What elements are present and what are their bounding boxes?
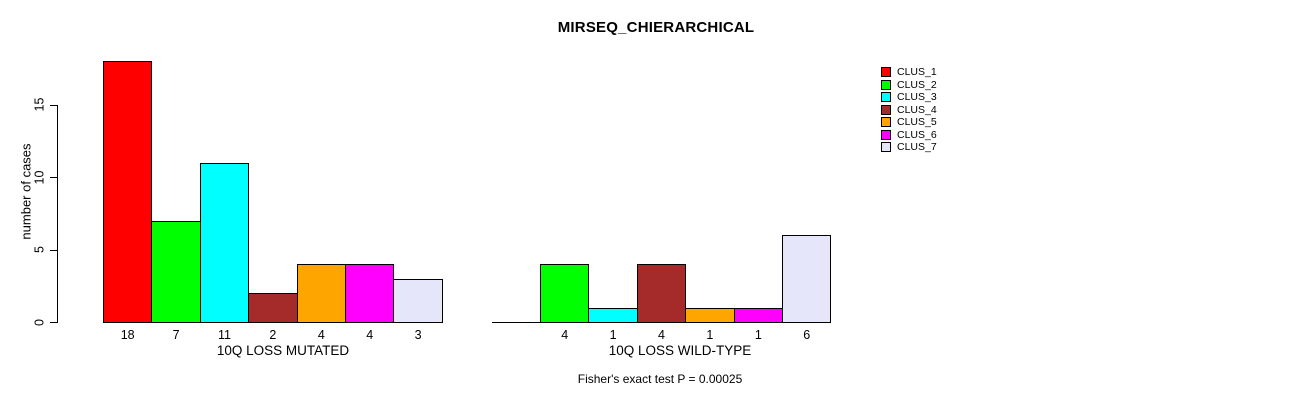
bar-value-label: 4 xyxy=(317,327,325,342)
y-axis-tick xyxy=(50,104,57,106)
legend: CLUS_1 CLUS_2 CLUS_3 CLUS_4 CLUS_5 CLUS_6 CLUS… xyxy=(881,66,937,154)
legend-item: CLUS_6 xyxy=(881,129,937,142)
legend-color-swatch-icon xyxy=(881,104,891,115)
bar-clus-4-group-1 xyxy=(248,293,298,323)
bar-value-label: 7 xyxy=(172,327,180,342)
y-axis-tick xyxy=(50,249,57,251)
legend-color-swatch-icon xyxy=(881,117,891,128)
x-axis-group-label-wild-type: 10Q LOSS WILD-TYPE xyxy=(608,343,752,358)
bar-value-label: 1 xyxy=(754,327,762,342)
bar-value-label: 2 xyxy=(269,327,277,342)
y-axis-tick xyxy=(50,177,57,178)
bar-value-label: 1 xyxy=(609,327,617,342)
y-axis-tick xyxy=(50,322,57,323)
bar-value-label: 4 xyxy=(366,327,374,342)
bar-clus-6-group-1 xyxy=(345,264,395,323)
legend-item: CLUS_7 xyxy=(881,141,937,154)
bar-clus-5-group-1 xyxy=(296,264,346,323)
legend-item-label: CLUS_2 xyxy=(897,78,937,91)
bar-clus-7-group-1 xyxy=(393,278,443,323)
bar-clus-2-group-2 xyxy=(540,264,590,323)
legend-item-label: CLUS_1 xyxy=(897,66,937,78)
y-axis-tick-label: 5 xyxy=(32,246,47,253)
bar-clus-3-group-2 xyxy=(588,307,638,323)
y-axis-tick-label: 15 xyxy=(32,97,47,112)
fisher-test-annotation: Fisher's exact test P = 0.00025 xyxy=(577,372,743,386)
bar-clus-6-group-2 xyxy=(733,307,783,323)
legend-item-label: CLUS_5 xyxy=(897,116,937,128)
bar-value-label: 3 xyxy=(414,327,422,342)
bar-clus-7-group-2 xyxy=(782,235,832,323)
legend-color-swatch-icon xyxy=(881,142,891,153)
bar-value-label: 6 xyxy=(803,327,811,342)
bar-value-label: 11 xyxy=(218,327,231,342)
bar-clus-1-group-1 xyxy=(103,61,153,323)
bar-value-label: 4 xyxy=(561,327,569,342)
legend-item: CLUS_1 xyxy=(881,66,937,79)
bar-value-label: 18 xyxy=(120,327,135,342)
bar-clus-3-group-1 xyxy=(199,162,250,323)
chart-title: MIRSEQ_CHIERARCHICAL xyxy=(557,19,755,36)
y-axis-line xyxy=(57,104,58,323)
legend-item: CLUS_4 xyxy=(881,104,937,117)
bar-value-label: 4 xyxy=(658,327,665,342)
legend-color-swatch-icon xyxy=(881,67,891,78)
x-axis-group-label-mutated: 10Q LOSS MUTATED xyxy=(216,343,350,358)
y-axis-label: number of cases xyxy=(18,143,34,240)
y-axis-tick-label: 10 xyxy=(32,170,47,184)
bar-clus-2-group-1 xyxy=(151,220,201,323)
legend-item-label: CLUS_7 xyxy=(897,141,937,153)
legend-item: CLUS_3 xyxy=(881,91,937,104)
bar-value-label: 1 xyxy=(706,327,714,342)
legend-color-swatch-icon xyxy=(881,79,891,90)
bar-clus-5-group-2 xyxy=(685,307,735,323)
legend-color-swatch-icon xyxy=(881,92,891,103)
legend-item-label: CLUS_4 xyxy=(897,103,937,116)
legend-item-label: CLUS_3 xyxy=(897,91,937,103)
legend-item: CLUS_5 xyxy=(881,116,937,129)
bar-clus-4-group-2 xyxy=(636,264,687,323)
legend-color-swatch-icon xyxy=(881,129,891,140)
legend-item-label: CLUS_6 xyxy=(897,128,937,141)
legend-item: CLUS_2 xyxy=(881,79,937,92)
y-axis-tick-label: 0 xyxy=(32,318,47,326)
